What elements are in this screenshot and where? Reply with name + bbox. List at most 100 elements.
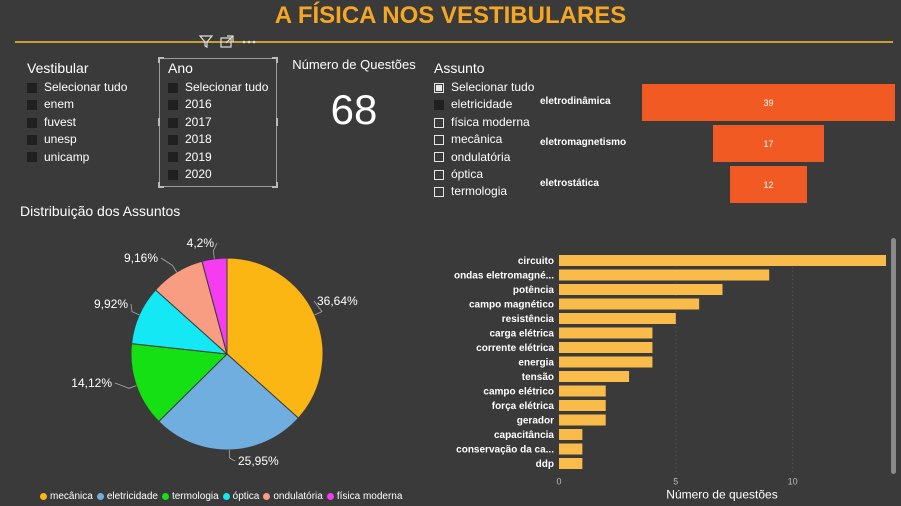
slicer-option[interactable]: 2016 [168, 96, 268, 113]
bar[interactable] [559, 356, 653, 368]
bar[interactable] [559, 313, 676, 324]
slicer-option[interactable]: eletricidade [434, 96, 534, 113]
bar[interactable] [559, 284, 723, 295]
bar[interactable] [559, 458, 583, 469]
bar[interactable] [559, 400, 606, 411]
checkbox[interactable] [434, 135, 444, 145]
pie-slice[interactable] [130, 343, 229, 423]
slicer-option[interactable]: unesp [27, 131, 127, 148]
slicer-option[interactable]: 2020 [168, 166, 268, 183]
checkbox[interactable] [168, 135, 178, 145]
bar[interactable] [559, 298, 700, 310]
visual-toolbar [199, 35, 257, 48]
slicer-option[interactable]: física moderna [434, 114, 534, 131]
legend-item[interactable]: mecânica [40, 491, 93, 502]
pie-slice[interactable] [158, 353, 300, 451]
checkbox[interactable] [27, 135, 37, 145]
bar[interactable] [559, 443, 583, 455]
legend-marker [326, 493, 334, 500]
resize-handle[interactable] [158, 182, 160, 188]
checkbox[interactable] [434, 82, 444, 93]
questions-bar-chart: circuito ondas eletromagné... potência camp… [454, 255, 886, 502]
resize-handle[interactable] [272, 57, 278, 59]
checkbox[interactable] [27, 117, 37, 128]
slicer-option[interactable]: 2019 [168, 149, 268, 166]
focus-mode-icon[interactable] [220, 35, 234, 48]
resize-handle[interactable] [158, 57, 164, 59]
assunto-slicer-title: Assunto [434, 60, 485, 76]
pie-leader-line [114, 382, 137, 389]
bar[interactable] [559, 342, 653, 353]
pie-legend: mecânica eletricidade termologia óptica ondu… [40, 487, 460, 505]
slicer-option[interactable]: mecânica [434, 131, 534, 148]
slicer-option-label: eletricidade [451, 97, 513, 112]
bar[interactable] [559, 327, 653, 339]
more-options-icon[interactable] [241, 35, 257, 48]
checkbox[interactable] [168, 117, 178, 128]
bar[interactable] [559, 429, 583, 440]
checkbox[interactable] [434, 169, 444, 180]
bar[interactable] [559, 385, 606, 397]
legend-item[interactable]: eletricidade [96, 491, 158, 502]
checkbox[interactable] [27, 100, 37, 111]
slicer-option[interactable]: termologia [434, 183, 534, 200]
funnel-bar[interactable]: 39 [642, 84, 895, 121]
slicer-option-label: Selecionar tudo [185, 80, 269, 94]
resize-handle[interactable] [276, 57, 278, 63]
checkbox[interactable] [168, 100, 178, 111]
funnel-category-label: eletrostática [540, 178, 599, 189]
resize-handle[interactable] [158, 186, 164, 188]
vestibular-slicer-title: Vestibular [27, 60, 89, 76]
resize-handle[interactable] [276, 118, 278, 126]
checkbox[interactable] [27, 82, 37, 93]
slicer-option-label: Selecionar tudo [451, 80, 535, 94]
bar[interactable] [559, 269, 770, 281]
resize-handle[interactable] [272, 186, 278, 188]
bar[interactable] [559, 255, 886, 266]
bar-category-label: potência [513, 285, 555, 296]
pie-slice[interactable] [201, 257, 228, 355]
slicer-option[interactable]: ondulatória [434, 149, 534, 166]
bar[interactable] [559, 414, 606, 426]
slicer-option-label: 2018 [185, 132, 212, 147]
assunto-slicer: Assunto Selecionar tudo eletricidade físic… [434, 60, 534, 201]
slicer-option[interactable]: unicamp [27, 149, 127, 166]
slicer-option[interactable]: óptica [434, 166, 534, 183]
pie-data-label: 36,64% [317, 294, 358, 308]
checkbox[interactable] [434, 152, 444, 163]
slicer-option[interactable]: enem [27, 96, 127, 113]
slicer-option[interactable]: fuvest [27, 114, 127, 131]
legend-label: eletricidade [106, 491, 158, 502]
funnel-value-label: 12 [763, 179, 774, 190]
checkbox[interactable] [434, 117, 444, 128]
slicer-option[interactable]: Selecionar tudo [168, 79, 268, 96]
bar-chart-scrollbar[interactable] [891, 238, 896, 474]
funnel-bar[interactable]: 17 [713, 125, 824, 162]
filter-icon[interactable] [199, 35, 213, 48]
slicer-option[interactable]: Selecionar tudo [27, 79, 127, 96]
bar-category-label: tensão [522, 372, 554, 383]
resize-handle[interactable] [158, 57, 160, 63]
legend-item[interactable]: física moderna [326, 491, 402, 502]
slicer-option[interactable]: 2017 [168, 114, 268, 131]
funnel-bar[interactable]: 12 [729, 166, 808, 203]
checkbox[interactable] [434, 100, 444, 111]
checkbox[interactable] [434, 187, 444, 198]
x-axis-title: Número de questões [666, 488, 777, 502]
resize-handle[interactable] [276, 182, 278, 188]
checkbox[interactable] [168, 82, 178, 93]
checkbox[interactable] [27, 152, 37, 163]
legend-item[interactable]: termologia [161, 491, 219, 502]
legend-marker [96, 493, 104, 500]
slicer-option[interactable]: 2018 [168, 131, 268, 148]
legend-item[interactable]: ondulatória [263, 491, 323, 502]
resize-handle[interactable] [158, 118, 160, 126]
bar[interactable] [559, 371, 630, 382]
legend-label: termologia [171, 491, 219, 502]
bar-category-label: ondas eletromagné... [454, 271, 554, 282]
checkbox[interactable] [168, 169, 178, 180]
legend-item[interactable]: óptica [222, 491, 259, 502]
bar-category-label: campo magnético [469, 300, 554, 311]
slicer-option[interactable]: Selecionar tudo [434, 79, 534, 96]
checkbox[interactable] [168, 152, 178, 163]
